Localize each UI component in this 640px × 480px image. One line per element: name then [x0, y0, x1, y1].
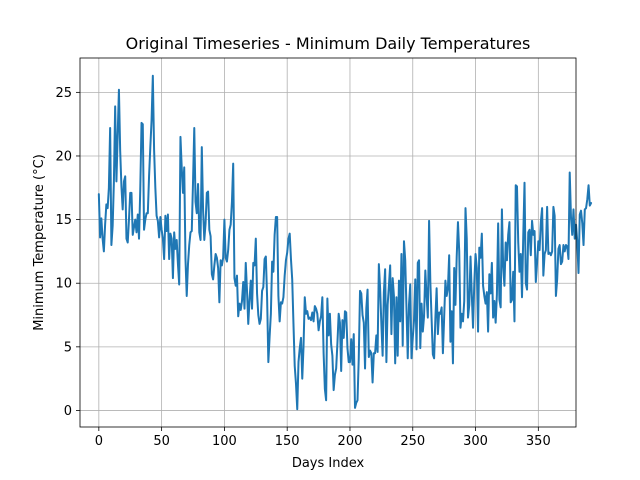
y-tick-label: 25: [55, 86, 72, 101]
x-tick-label: 0: [95, 434, 103, 449]
y-tick-label: 0: [64, 404, 72, 419]
x-tick-label: 200: [338, 434, 363, 449]
x-tick-label: 350: [526, 434, 551, 449]
y-tick-label: 20: [55, 149, 72, 164]
y-axis-title: Minimum Temperature (°C): [32, 154, 47, 331]
y-tick-label: 5: [64, 340, 72, 355]
grid: [80, 58, 576, 427]
x-tick-label: 50: [153, 434, 170, 449]
x-tick-label: 250: [400, 434, 425, 449]
temperature-series-line: [97, 74, 593, 411]
chart-title: Original Timeseries - Minimum Daily Temp…: [126, 34, 531, 53]
plot-area: [97, 74, 593, 411]
x-tick-label: 300: [463, 434, 488, 449]
x-tick-label: 100: [212, 434, 237, 449]
x-tick-label: 150: [275, 434, 300, 449]
y-tick-label: 15: [55, 213, 72, 228]
axes-frame: [79, 57, 577, 428]
y-axis: 0 5 10 15 20 25: [55, 86, 80, 419]
x-axis: 0 50 100 150 200 250 300 350: [95, 427, 551, 449]
x-axis-title: Days Index: [292, 456, 365, 471]
y-tick-label: 10: [55, 277, 72, 292]
